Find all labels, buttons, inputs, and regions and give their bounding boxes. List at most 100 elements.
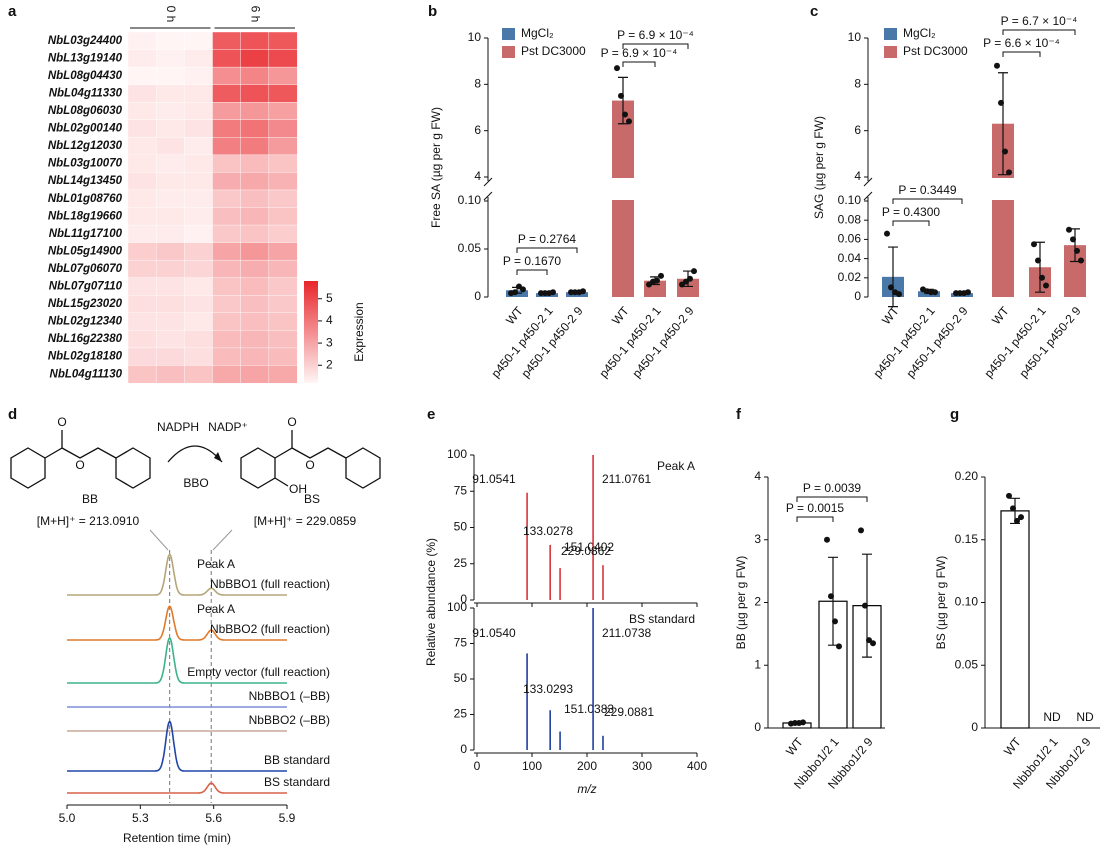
reaction-cofactor-out: NADP⁺ (208, 420, 248, 434)
y-tick-label: 0.08 (838, 212, 862, 226)
column-group-label: 0 h (164, 6, 178, 23)
heatmap-cell (155, 101, 185, 121)
subplot-title: BS standard (629, 612, 695, 626)
y-tick-label: 0 (460, 592, 467, 606)
ring (115, 447, 151, 489)
significance-bracket (516, 247, 578, 253)
data-point (1006, 169, 1012, 176)
chromatogram-trace (67, 636, 287, 684)
heatmap-cell (240, 207, 270, 226)
y-tick-label: 100 (447, 600, 467, 614)
heatmap-cell (268, 365, 298, 384)
y-tick-label: 6 (474, 123, 481, 137)
y-tick-label: 4 (854, 169, 861, 183)
data-point (800, 719, 806, 726)
x-tick-label: 100 (522, 759, 542, 773)
heatmap-cell (127, 330, 157, 349)
bond (44, 430, 63, 459)
trace-label: NbBBO1 (full reaction) (210, 577, 330, 591)
x-tick-label: 200 (577, 759, 597, 773)
significance-bracket (516, 269, 548, 275)
heatmap-cell (212, 119, 242, 138)
y-axis-label: BS (µg per g FW) (934, 556, 948, 650)
data-point (1031, 241, 1037, 248)
data-point (1010, 505, 1016, 512)
y-tick-label: 100 (447, 447, 467, 461)
heatmap-cell (240, 137, 270, 156)
y-tick-label: 25 (454, 556, 468, 570)
heatmap-cell (240, 224, 270, 244)
heatmap-cell (212, 259, 242, 279)
heatmap-cell (212, 154, 242, 173)
pointer (212, 529, 233, 551)
heatmap-cell (212, 137, 242, 156)
y-tick-label: 0.10 (458, 193, 482, 207)
data-point (932, 289, 938, 296)
data-point (884, 230, 890, 237)
peak-label: 91.0541 (472, 472, 516, 486)
heatmap-cell (268, 119, 298, 138)
significance-bracket (796, 496, 868, 502)
x-tick-label: p450-1 p450-2 9 (629, 304, 697, 381)
heatmap-cell (268, 312, 298, 331)
data-point (618, 92, 624, 99)
y-tick-label: 2 (754, 595, 761, 609)
heatmap-cell (240, 277, 270, 296)
heatmap-cell (184, 242, 213, 261)
atom-label: O (305, 458, 314, 472)
x-tick-label: 5.3 (132, 811, 149, 825)
heatmap-cell (212, 330, 242, 349)
heatmap-cell (184, 101, 213, 121)
significance-bracket (622, 43, 689, 49)
heatmap-cell (184, 49, 213, 68)
data-point (654, 277, 660, 284)
heatmap-cell (212, 31, 242, 51)
heatmap-cell (127, 84, 157, 103)
heatmap-cell (212, 101, 242, 121)
trace-label: Empty vector (full reaction) (187, 665, 330, 679)
data-point (520, 286, 526, 293)
heatmap-cell (155, 295, 185, 314)
row-label: NbL15g23020 (48, 298, 123, 310)
row-label: NbL07g06070 (48, 263, 123, 275)
panel-letter: e (427, 406, 435, 423)
reaction-product: BS (304, 492, 320, 506)
data-point (870, 640, 876, 647)
data-point (1078, 257, 1084, 264)
y-tick-label: 8 (474, 77, 481, 91)
heatmap-cell (184, 31, 213, 51)
heatmap-cell (184, 330, 213, 349)
x-tick-label: 5.9 (279, 811, 296, 825)
bond (61, 447, 117, 459)
heatmap-cell (155, 259, 185, 279)
row-label: NbL02g18180 (48, 351, 123, 363)
bond (274, 430, 293, 459)
heatmap-cell (155, 84, 185, 103)
x-tick-label: WT (1001, 734, 1024, 758)
heatmap-cell (212, 347, 242, 366)
heatmap-cell (155, 66, 185, 86)
heatmap-cell (184, 207, 213, 226)
row-label: NbL12g12030 (48, 140, 123, 152)
legend-swatch (884, 46, 897, 58)
reaction-arrow (167, 445, 223, 463)
y-tick-label: 0 (854, 289, 861, 303)
x-tick-label: WT (503, 303, 526, 327)
significance-bracket (796, 516, 834, 522)
heatmap-cell (240, 66, 270, 86)
row-label: NbL02g12340 (48, 316, 123, 328)
bond (274, 477, 289, 487)
reaction-substrate-mass: [M+H]⁺ = 213.0910 (37, 514, 140, 528)
data-point (1074, 247, 1080, 254)
heatmap-cell (184, 259, 213, 279)
heatmap-cell (155, 207, 185, 226)
data-point (512, 289, 518, 296)
heatmap-cell (268, 295, 298, 314)
heatmap-cell (212, 84, 242, 103)
panel-letter: g (950, 406, 959, 423)
heatmap-cell (268, 347, 298, 366)
heatmap-cell (127, 224, 157, 244)
p-value: P = 0.4300 (882, 205, 940, 219)
y-axis-label: BB (µg per g FW) (734, 556, 748, 650)
